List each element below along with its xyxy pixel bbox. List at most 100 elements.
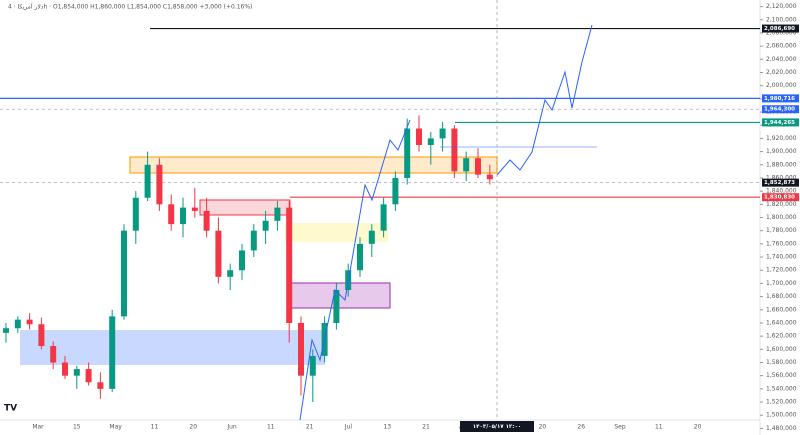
y-tick-label: 2,080,000: [766, 29, 797, 36]
candle-body: [132, 197, 139, 231]
candle-body: [26, 319, 33, 325]
candle-body: [14, 319, 21, 329]
y-tick-label: 1,620,000: [766, 333, 797, 340]
crosshair-date: ۱۴۰۳/۰۵/۱۷ ۱۲:۰۰: [473, 424, 521, 430]
candle-body: [239, 250, 245, 271]
y-tick-label: 1,920,000: [766, 135, 797, 142]
candle-body: [73, 369, 80, 376]
x-tick-label: Jul: [344, 424, 353, 431]
y-tick-label: 1,640,000: [766, 319, 797, 326]
candle-body: [85, 369, 92, 383]
x-tick-label: May: [109, 424, 122, 431]
candle-body: [333, 290, 340, 323]
price-label: 1,852,873: [764, 180, 795, 186]
x-tick-label: 20: [189, 424, 197, 431]
candle-body: [121, 230, 127, 317]
x-tick-label: 13: [383, 424, 391, 431]
y-tick-label: 1,700,000: [766, 280, 797, 287]
price-label: 1,980,716: [764, 96, 795, 102]
candle-body: [180, 207, 186, 225]
y-tick-label: 1,720,000: [766, 267, 797, 274]
y-tick-label: 1,900,000: [766, 148, 797, 155]
header: دلار آمریکا · 4h · O1,854,000 H1,860,000…: [8, 2, 252, 11]
x-tick-label: Sep: [614, 424, 626, 431]
x-tick-label: 15: [73, 424, 81, 431]
candle-body: [404, 128, 411, 178]
yellow-zone: [285, 223, 388, 242]
projection-path: [496, 24, 593, 176]
price-label: 2,086,690: [764, 26, 795, 32]
y-tick-label: 1,660,000: [766, 306, 797, 313]
x-tick-label: 26: [577, 424, 585, 431]
y-tick-label: 1,680,000: [766, 293, 797, 300]
candle-body: [262, 220, 269, 231]
y-tick-label: 1,820,000: [766, 201, 797, 208]
candle-body: [392, 177, 399, 205]
candle-body: [227, 270, 234, 277]
candle-body: [3, 328, 9, 333]
y-tick-label: 1,780,000: [766, 227, 797, 234]
x-tick-label: Jun: [226, 424, 237, 431]
y-tick-label: 2,040,000: [766, 56, 797, 63]
y-tick-label: 1,500,000: [766, 412, 797, 419]
candle-body: [203, 210, 210, 231]
candle-body: [463, 158, 470, 172]
y-tick-label: 1,580,000: [766, 359, 797, 366]
red-zone: [199, 199, 291, 216]
price-label-box: [762, 193, 799, 202]
price-label: 1,964,300: [764, 107, 795, 113]
candle-body: [451, 128, 458, 172]
price-label-box: [762, 118, 799, 127]
candle-body: [156, 164, 163, 205]
candle-body: [427, 138, 434, 145]
y-tick-label: 1,560,000: [766, 372, 797, 379]
price-label: 1,830,830: [764, 195, 795, 201]
y-tick-label: 2,000,000: [766, 82, 797, 89]
y-tick-label: 2,100,000: [766, 16, 797, 23]
candle-body: [191, 207, 198, 211]
price-label-box: [762, 24, 799, 33]
candle-body: [215, 230, 222, 277]
candle-body: [109, 316, 116, 389]
y-tick-label: 2,060,000: [766, 43, 797, 50]
y-tick-label: 1,800,000: [766, 214, 797, 221]
y-tick-label: 2,020,000: [766, 69, 797, 76]
candle-body: [168, 204, 175, 225]
logo: TV: [4, 404, 17, 414]
y-tick-label: 1,860,000: [766, 174, 797, 181]
price-lines: 2,086,690 1,980,716 1,964,300 1,944,265 1,85…: [0, 24, 799, 202]
candle-body: [416, 128, 422, 145]
price-label-box: [762, 105, 799, 114]
x-tick-label: 11: [655, 424, 663, 431]
x-tick-label: 11: [267, 424, 275, 431]
demand-zone: [20, 330, 325, 365]
x-tick-label: 21: [306, 424, 314, 431]
candle-body: [439, 128, 446, 139]
y-tick-label: 1,740,000: [766, 254, 797, 261]
x-tick-label: 11: [151, 424, 159, 431]
y-tick-label: 1,840,000: [766, 188, 797, 195]
candle-body: [286, 207, 293, 323]
candle-body: [368, 230, 375, 244]
y-tick-label: 1,600,000: [766, 346, 797, 353]
candle-body: [50, 346, 57, 363]
candles: [3, 115, 493, 403]
candle-body: [380, 204, 387, 231]
y-tick-label: 1,760,000: [766, 240, 797, 247]
candle-body: [309, 355, 316, 376]
candle-body: [97, 382, 104, 389]
y-tick-label: 1,540,000: [766, 385, 797, 392]
candle-body: [38, 324, 45, 347]
y-tick-label: 1,520,000: [766, 399, 797, 406]
price-label-box: [762, 94, 799, 103]
candle-body: [357, 243, 363, 271]
candle-body: [298, 322, 304, 376]
projection: [299, 24, 597, 421]
y-tick-label: 1,880,000: [766, 161, 797, 168]
candle-body: [475, 158, 481, 175]
x-tick-label: 21: [422, 424, 430, 431]
candle-body: [144, 164, 151, 198]
